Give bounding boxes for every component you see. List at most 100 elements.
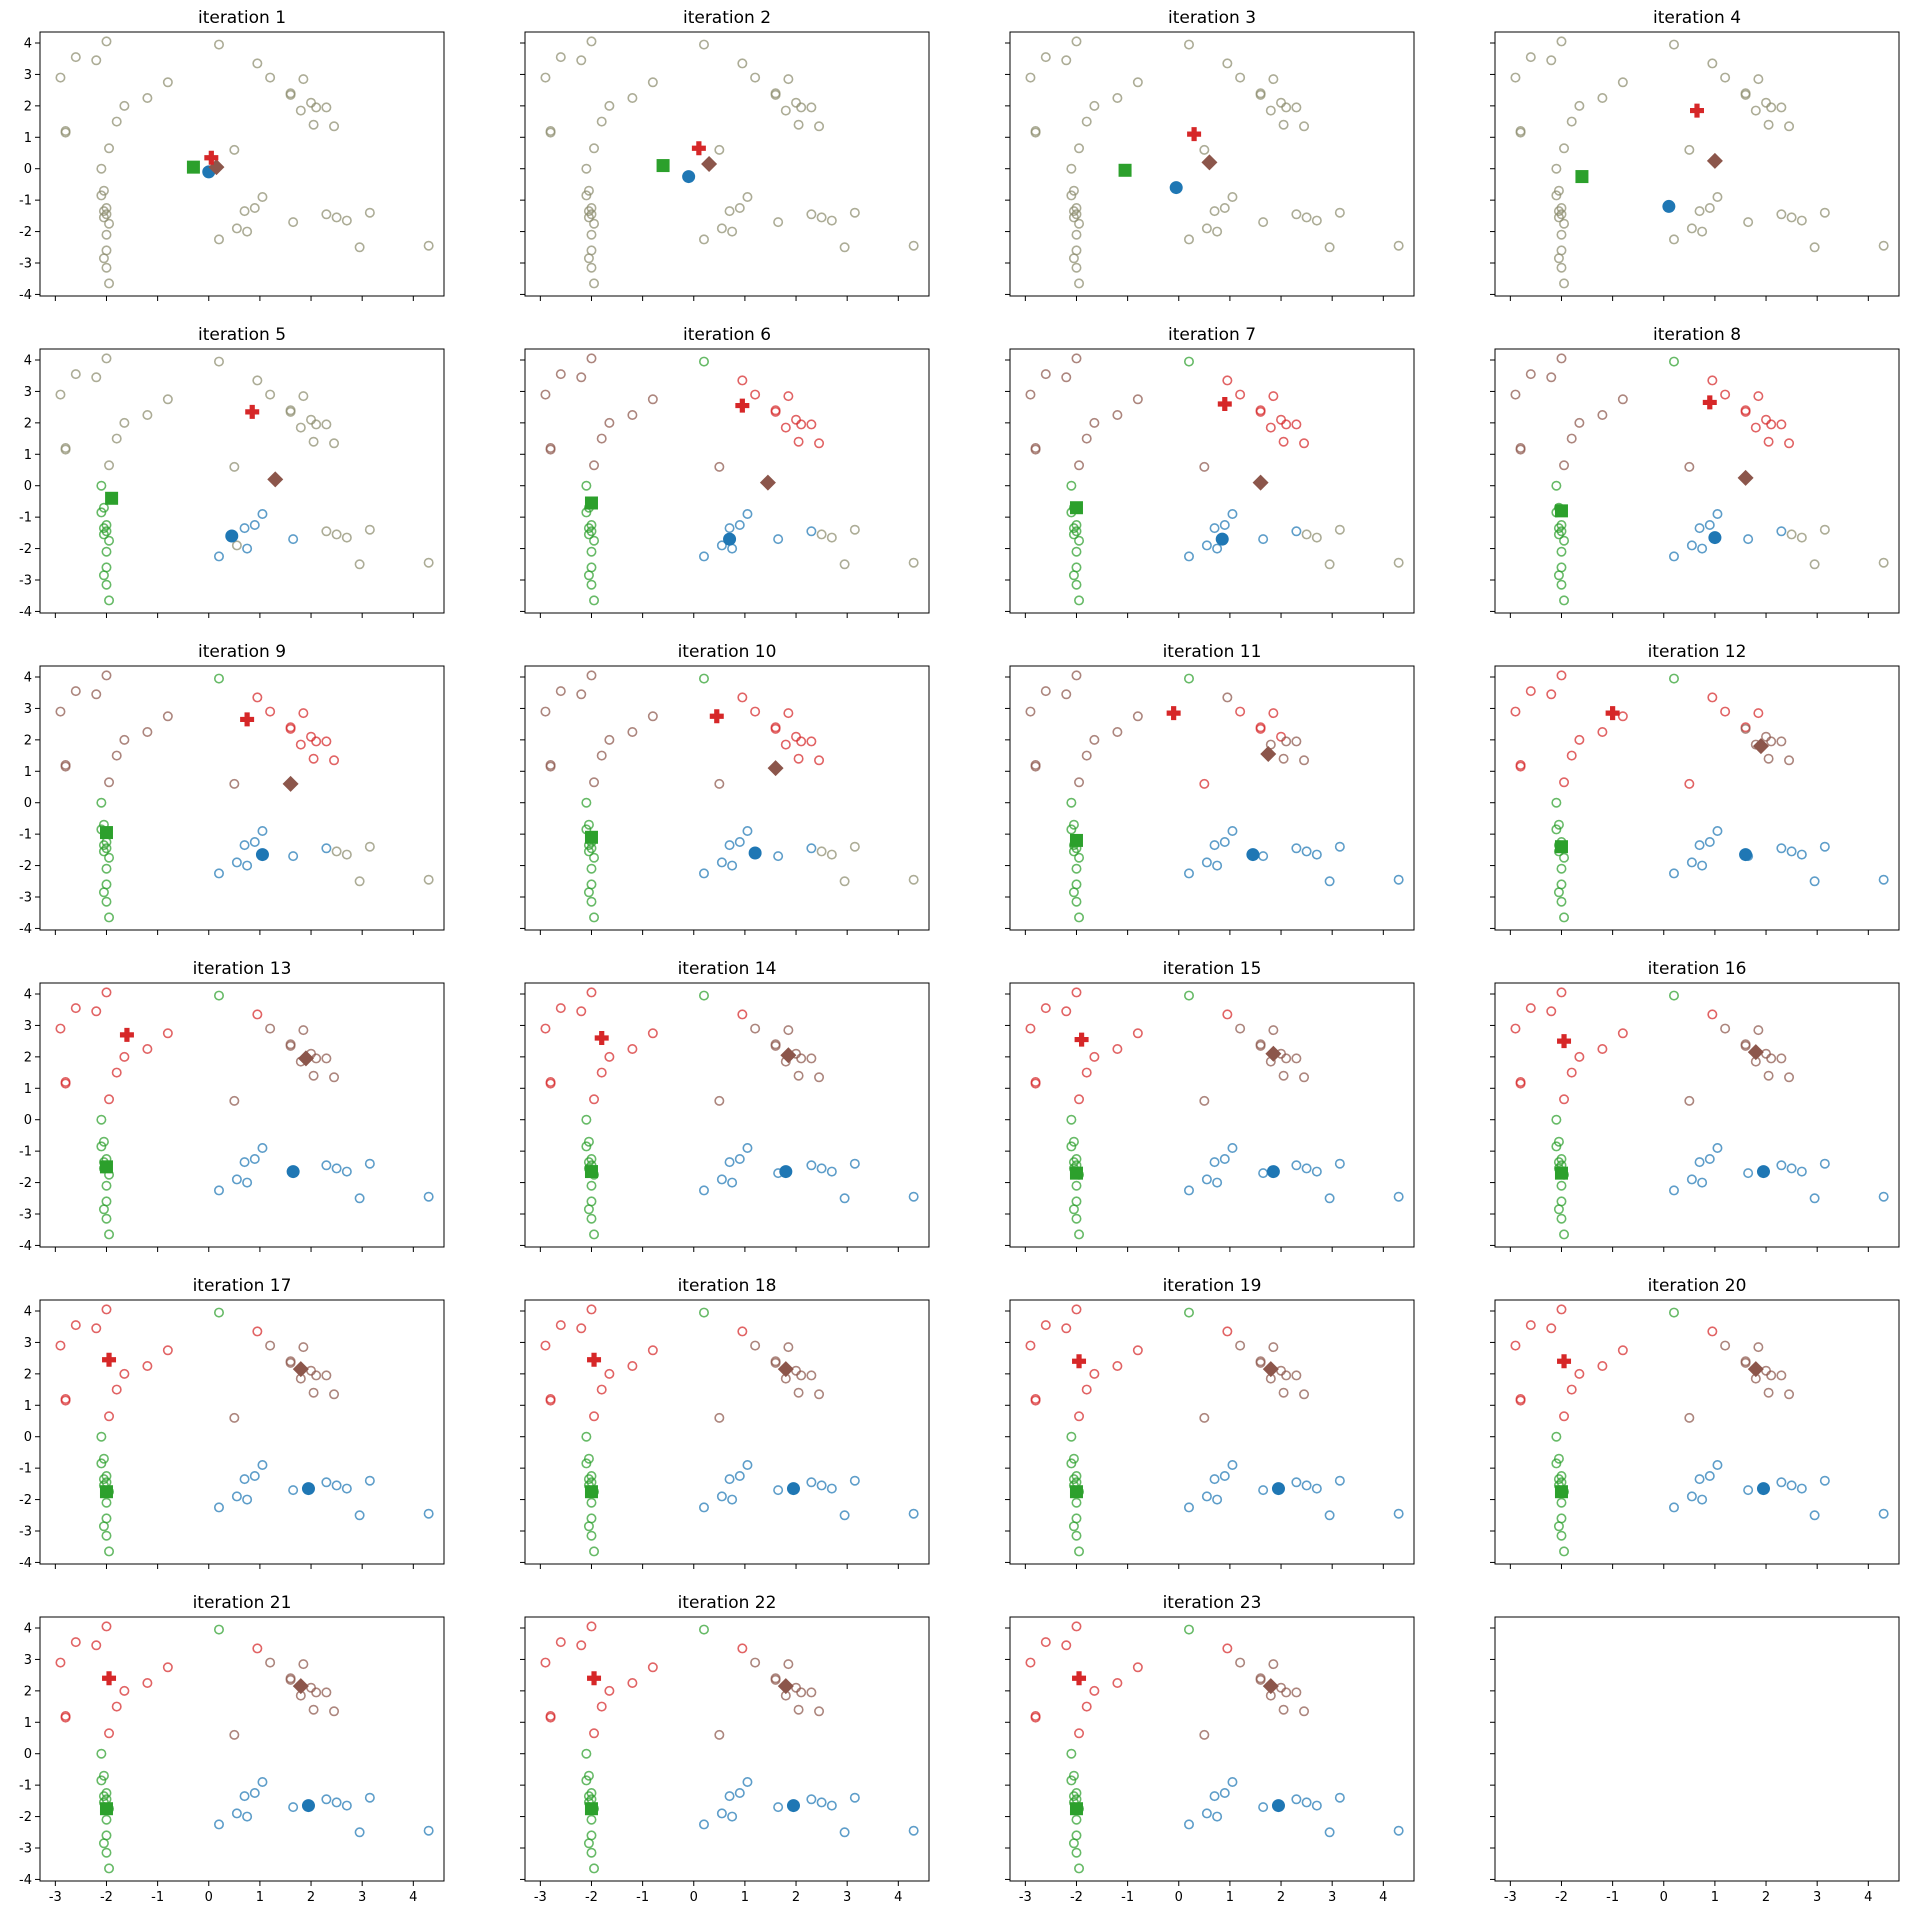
data-point-blue xyxy=(1393,1825,1404,1836)
data-point-unassigned xyxy=(576,55,587,66)
data-point-blue xyxy=(1796,1166,1807,1177)
data-point-unassigned xyxy=(1393,240,1404,251)
data-point-green xyxy=(581,1458,592,1469)
data-point-unassigned xyxy=(1291,102,1302,113)
x-tick-label: 3 xyxy=(358,1890,366,1905)
data-point-red xyxy=(750,706,761,717)
x-tick-label: 2 xyxy=(792,1890,800,1905)
data-point-red xyxy=(70,1003,81,1014)
data-point-red xyxy=(1071,987,1082,998)
data-point-unassigned xyxy=(839,876,850,887)
data-point-brown xyxy=(1074,777,1085,788)
data-point-unassigned xyxy=(1068,253,1079,264)
data-point-blue xyxy=(1334,841,1345,852)
data-point-green xyxy=(1668,356,1679,367)
data-point-blue xyxy=(242,1811,253,1822)
data-point-blue xyxy=(257,1460,268,1471)
data-point-blue xyxy=(364,1792,375,1803)
subplot-title: iteration 6 xyxy=(683,325,771,345)
data-point-blue xyxy=(1809,1193,1820,1204)
data-point-red xyxy=(1071,1304,1082,1315)
centroid-blue xyxy=(1246,848,1260,862)
data-point-unassigned xyxy=(908,557,919,568)
data-point-red xyxy=(1089,1051,1100,1062)
centroid-brown xyxy=(1262,1361,1279,1378)
centroid-red xyxy=(735,398,750,413)
data-point-brown xyxy=(1720,1023,1731,1034)
data-point-red xyxy=(1074,1411,1085,1422)
data-point-green xyxy=(1068,887,1079,898)
data-point-blue xyxy=(1301,1480,1312,1491)
x-tick-label: -2 xyxy=(1555,1890,1568,1905)
y-tick-label: 2 xyxy=(24,1684,32,1699)
data-point-brown xyxy=(329,1706,340,1717)
data-point-blue xyxy=(321,1794,332,1805)
data-point-red xyxy=(101,1304,112,1315)
data-point-brown xyxy=(1740,1040,1751,1051)
data-point-red xyxy=(1268,391,1279,402)
data-point-brown xyxy=(1763,753,1774,764)
centroid-blue xyxy=(1169,181,1183,195)
data-point-green xyxy=(1066,1114,1077,1125)
data-point-brown xyxy=(1278,1070,1289,1081)
x-tick-label: -1 xyxy=(1121,1890,1134,1905)
data-point-green xyxy=(586,896,597,907)
data-point-unassigned xyxy=(1265,105,1276,116)
data-point-green xyxy=(698,990,709,1001)
data-point-unassigned xyxy=(111,116,122,127)
data-point-brown xyxy=(229,1729,240,1740)
y-tick-label: 3 xyxy=(24,702,32,717)
data-point-red xyxy=(1546,1323,1557,1334)
data-point-unassigned xyxy=(1525,52,1536,63)
data-point-red xyxy=(793,436,804,447)
data-point-red xyxy=(589,1094,600,1105)
data-point-unassigned xyxy=(55,389,66,400)
data-point-unassigned xyxy=(1761,97,1772,108)
y-tick-label: 3 xyxy=(24,68,32,83)
data-point-blue xyxy=(1686,857,1697,868)
data-point-unassigned xyxy=(265,72,276,83)
data-point-unassigned xyxy=(1074,143,1085,154)
data-point-blue xyxy=(1183,1502,1194,1513)
data-point-blue xyxy=(1324,1827,1335,1838)
data-point-green xyxy=(98,570,109,581)
data-point-blue xyxy=(1212,1494,1223,1505)
data-point-unassigned xyxy=(1183,234,1194,245)
data-point-red xyxy=(1525,1003,1536,1014)
data-point-unassigned xyxy=(908,874,919,885)
axes-frame xyxy=(1009,31,1415,297)
data-point-brown xyxy=(162,711,173,722)
data-point-brown xyxy=(714,1095,725,1106)
data-point-unassigned xyxy=(737,58,748,69)
data-point-green xyxy=(1551,1458,1562,1469)
data-point-brown xyxy=(1720,1340,1731,1351)
data-point-green xyxy=(698,356,709,367)
centroid-blue xyxy=(1708,531,1722,545)
data-point-green xyxy=(104,535,115,546)
x-tick-label: 0 xyxy=(1660,1890,1668,1905)
data-point-green xyxy=(586,863,597,874)
data-point-blue xyxy=(908,1825,919,1836)
axes-frame xyxy=(39,1299,445,1565)
data-point-red xyxy=(770,406,781,417)
data-point-blue xyxy=(249,519,260,530)
centroid-red xyxy=(594,1031,609,1045)
data-point-brown xyxy=(1112,726,1123,737)
data-point-green xyxy=(1074,912,1085,923)
data-point-green xyxy=(1068,1838,1079,1849)
data-point-blue xyxy=(724,1474,735,1485)
data-point-blue xyxy=(288,534,299,545)
data-point-brown xyxy=(1574,417,1585,428)
data-point-unassigned xyxy=(1235,72,1246,83)
data-point-red xyxy=(627,1361,638,1372)
data-point-blue xyxy=(734,1788,745,1799)
data-point-brown xyxy=(1276,1682,1287,1693)
data-point-unassigned xyxy=(231,223,242,234)
y-tick-label: 0 xyxy=(24,1113,32,1128)
data-point-red xyxy=(104,1728,115,1739)
data-point-blue xyxy=(1697,543,1708,554)
data-point-blue xyxy=(1694,523,1705,534)
data-point-blue xyxy=(423,1825,434,1836)
data-point-red xyxy=(737,1326,748,1337)
data-point-red xyxy=(104,1411,115,1422)
